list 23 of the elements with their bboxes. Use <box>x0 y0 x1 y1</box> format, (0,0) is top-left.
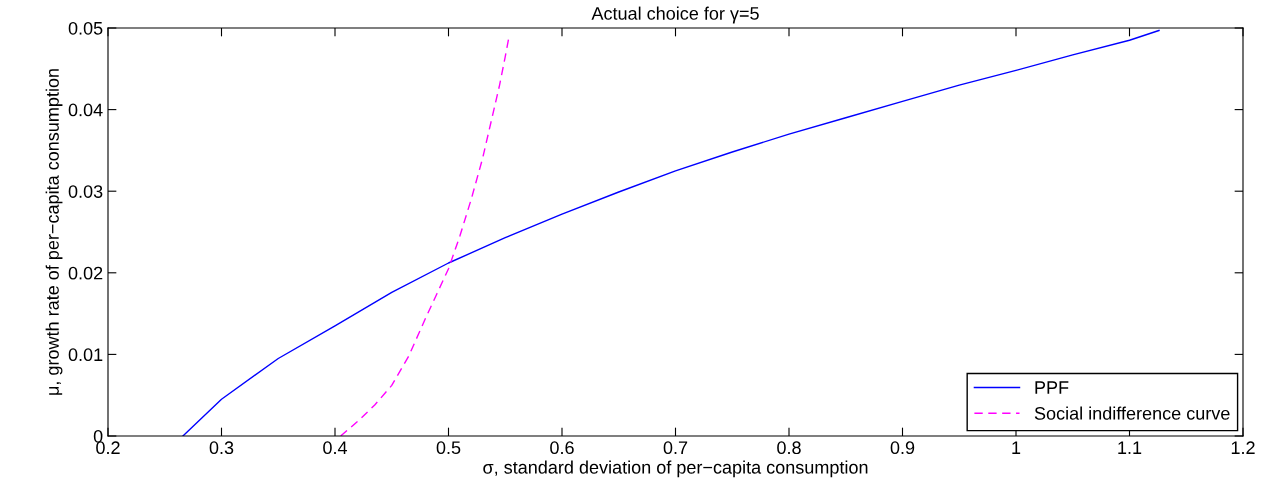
x-tick-label: 0.9 <box>890 441 915 455</box>
x-tick-label: 0.5 <box>436 441 461 455</box>
chart-title: Actual choice for γ=5 <box>591 6 759 24</box>
x-tick-label: 0.7 <box>663 441 688 455</box>
y-tick-label: 0.01 <box>68 348 103 362</box>
x-tick-label: 1.1 <box>1118 441 1142 454</box>
legend-label: PPF <box>1035 381 1069 394</box>
y-axis-title: μ, growth rate of per−capita consumption <box>45 69 63 395</box>
y-tick-label: 0.02 <box>68 266 103 280</box>
x-tick-label: 0.4 <box>323 441 348 455</box>
legend-label: Social indifference curve <box>1034 406 1230 420</box>
y-tick-label: 0.05 <box>68 21 103 35</box>
x-tick-label: 0.6 <box>550 441 574 455</box>
x-tick-label: 0.3 <box>209 441 234 455</box>
y-tick-label: 0 <box>93 429 103 443</box>
line-series <box>339 37 510 436</box>
x-axis-title: σ, standard deviation of per−capita consumption <box>483 460 868 478</box>
x-tick-label: 0.8 <box>777 441 801 455</box>
x-tick-label: 1 <box>1012 441 1021 454</box>
x-tick-label: 1.2 <box>1231 441 1255 454</box>
y-tick-label: 0.04 <box>68 103 103 117</box>
y-tick-label: 0.03 <box>68 185 103 198</box>
x-tick-label: 0.2 <box>96 441 120 455</box>
